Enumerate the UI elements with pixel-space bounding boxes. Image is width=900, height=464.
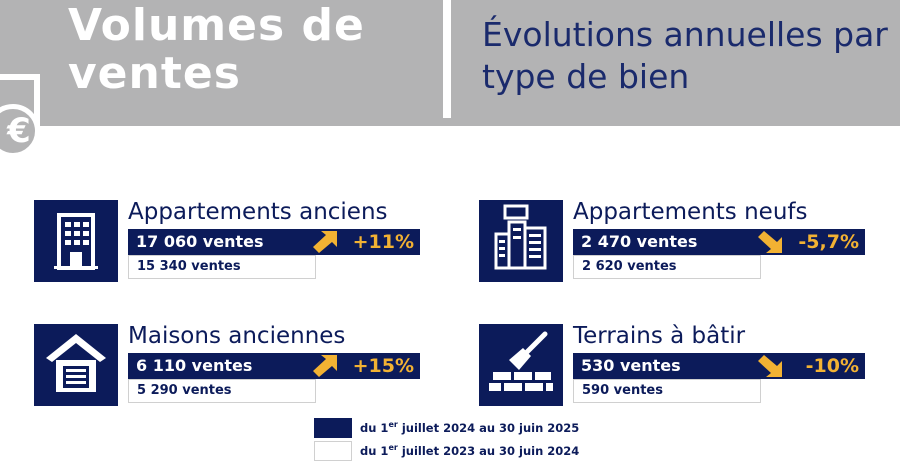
new-buildings-icon — [479, 200, 563, 282]
card-maisons-anciennes: Maisons anciennes 6 110 ventes +15% 5 29… — [34, 323, 454, 414]
current-period-bar: 17 060 ventes +11% — [128, 229, 420, 255]
page-title: Volumes de ventes — [68, 0, 365, 99]
legend-label: du 1er juillet 2024 au 30 juin 2025 — [360, 420, 580, 435]
house-garage-icon — [34, 324, 118, 406]
card-title: Appartements neufs — [573, 199, 808, 225]
previous-period-bar: 2 620 ventes — [573, 255, 761, 279]
change-percent: +11% — [352, 231, 414, 253]
legend-swatch-current — [314, 418, 352, 438]
change-percent: -10% — [805, 355, 859, 377]
current-value: 530 ventes — [581, 356, 681, 375]
arrow-down-icon — [758, 355, 782, 377]
previous-value: 590 ventes — [582, 383, 663, 398]
current-period-bar: 530 ventes -10% — [573, 353, 865, 379]
euro-icon: € — [0, 104, 40, 158]
card-appartements-anciens: Appartements anciens 17 060 ventes +11% … — [34, 199, 454, 290]
header-banner: Volumes de ventes Évolutions annuelles p… — [0, 0, 900, 126]
card-terrains-a-batir: Terrains à bâtir 530 ventes -10% 590 ven… — [479, 323, 899, 414]
previous-period-bar: 5 290 ventes — [128, 379, 316, 403]
apartment-building-icon — [34, 200, 118, 282]
previous-period-bar: 15 340 ventes — [128, 255, 316, 279]
previous-value: 15 340 ventes — [137, 259, 241, 274]
current-period-bar: 2 470 ventes -5,7% — [573, 229, 865, 255]
current-value: 2 470 ventes — [581, 232, 698, 251]
change-percent: +15% — [352, 355, 414, 377]
card-title: Appartements anciens — [128, 199, 388, 225]
legend-label: du 1er juillet 2023 au 30 juin 2024 — [360, 443, 580, 458]
page-subtitle: Évolutions annuelles par type de bien — [482, 15, 888, 96]
current-value: 6 110 ventes — [136, 356, 253, 375]
previous-value: 5 290 ventes — [137, 383, 232, 398]
previous-period-bar: 590 ventes — [573, 379, 761, 403]
card-appartements-neufs: Appartements neufs 2 470 ventes -5,7% 2 … — [479, 199, 899, 290]
legend-previous-period: du 1er juillet 2023 au 30 juin 2024 — [314, 441, 614, 463]
change-percent: -5,7% — [798, 231, 859, 253]
current-value: 17 060 ventes — [136, 232, 264, 251]
arrow-down-icon — [758, 231, 782, 253]
previous-value: 2 620 ventes — [582, 259, 677, 274]
card-title: Maisons anciennes — [128, 323, 346, 349]
arrow-up-icon — [313, 355, 337, 377]
current-period-bar: 6 110 ventes +15% — [128, 353, 420, 379]
header-divider — [443, 0, 451, 118]
trowel-bricks-icon — [479, 324, 563, 406]
legend-current-period: du 1er juillet 2024 au 30 juin 2025 — [314, 418, 614, 440]
arrow-up-icon — [313, 231, 337, 253]
legend-swatch-previous — [314, 441, 352, 461]
card-title: Terrains à bâtir — [573, 323, 746, 349]
